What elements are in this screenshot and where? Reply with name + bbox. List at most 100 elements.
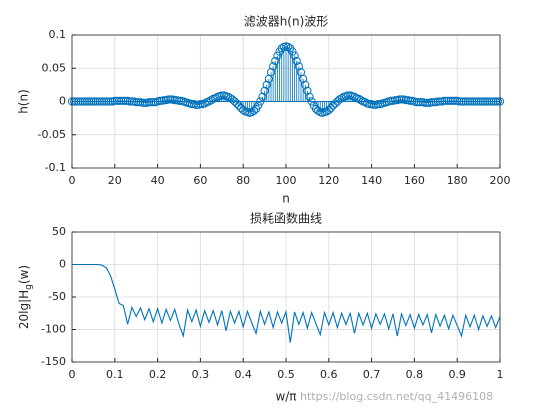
axes-box	[71, 231, 501, 363]
stem-marker	[217, 91, 226, 100]
stem-marker	[397, 95, 406, 104]
stem-marker	[125, 97, 134, 106]
y-axis-label: 20lg|Hg(w)	[17, 265, 34, 329]
axes-box	[71, 34, 501, 169]
stem-marker	[260, 86, 269, 95]
x-tick-label: 60	[193, 174, 207, 187]
stem-marker	[119, 96, 128, 105]
stem-marker	[395, 95, 404, 104]
stem-marker	[106, 97, 115, 106]
stem-marker	[290, 51, 299, 60]
stem-marker	[350, 92, 359, 101]
stem-marker	[155, 96, 164, 105]
x-tick-label: 0.3	[192, 368, 210, 381]
y-axis-label-part: (w)	[17, 265, 31, 284]
stem-marker	[170, 96, 179, 105]
stem-marker	[461, 97, 470, 106]
y-tick-label: -150	[41, 355, 66, 368]
x-tick-label: 1	[497, 368, 504, 381]
stem-marker	[288, 47, 297, 56]
y-tick-label: -50	[48, 290, 66, 303]
stem-marker	[485, 97, 494, 106]
x-tick-label: 0.5	[277, 368, 295, 381]
stem-marker	[159, 96, 169, 105]
stem-marker	[262, 80, 271, 89]
y-axis-label-part: g	[24, 284, 34, 290]
stem-marker	[299, 74, 308, 83]
stem-marker	[93, 97, 102, 106]
x-tick-label: 200	[490, 174, 511, 187]
stem-marker	[406, 96, 415, 105]
stem-marker	[444, 96, 453, 105]
stem-marker	[459, 97, 468, 106]
stem-marker	[307, 97, 316, 106]
x-tick-label: 20	[108, 174, 122, 187]
stem-marker	[292, 56, 301, 66]
y-axis-label: h(n)	[17, 89, 31, 114]
stem-marker	[147, 98, 156, 107]
stem-marker	[249, 106, 258, 115]
stem-marker	[174, 96, 184, 105]
stem-marker	[373, 100, 383, 109]
stem-marker	[401, 96, 410, 105]
stem-marker	[110, 96, 119, 105]
stem-marker	[463, 97, 472, 106]
stem-marker	[314, 106, 323, 115]
x-tick-label: 180	[447, 174, 468, 187]
stem-marker	[97, 97, 107, 106]
stem-marker	[483, 97, 492, 106]
chart-title: 滤波器h(n)波形	[244, 15, 329, 29]
stem-marker	[450, 96, 460, 105]
stem-marker	[391, 96, 400, 105]
x-axis-label: n	[282, 192, 290, 206]
x-tick-label: 0.8	[406, 368, 424, 381]
stem-marker	[127, 97, 137, 106]
stem-marker	[112, 96, 122, 105]
stem-marker	[70, 97, 79, 106]
stem-marker	[493, 97, 502, 106]
stem-marker	[91, 97, 100, 106]
chart-title: 损耗函数曲线	[250, 211, 322, 226]
stem-marker	[468, 97, 477, 106]
stem-marker	[134, 98, 143, 107]
loss-line	[72, 263, 501, 343]
x-tick-label: 0.4	[234, 368, 252, 381]
stem-marker	[95, 97, 104, 106]
stem-marker	[269, 62, 278, 71]
y-tick-label: 0	[59, 95, 66, 108]
stem-marker	[440, 96, 449, 105]
stem-marker	[442, 96, 451, 105]
stem-marker	[414, 98, 423, 107]
stem-marker	[140, 98, 149, 107]
stem-marker	[74, 97, 83, 106]
x-tick-label: 40	[151, 174, 165, 187]
stem-marker	[294, 62, 303, 71]
stem-marker	[491, 97, 500, 106]
stem-marker	[301, 80, 310, 89]
x-tick-label: 0	[69, 368, 76, 381]
stem-marker	[478, 97, 487, 106]
stem-marker	[114, 96, 124, 105]
stem-marker	[487, 97, 496, 106]
stem-marker	[480, 97, 490, 106]
stem-marker	[416, 98, 425, 107]
stem-marker	[76, 97, 85, 106]
stem-marker	[266, 68, 276, 77]
stem-marker	[256, 97, 265, 106]
stem-marker	[200, 99, 209, 108]
stem-marker	[305, 92, 314, 101]
stem-marker	[472, 97, 481, 106]
stem-marker	[121, 96, 130, 105]
stem-marker	[386, 96, 395, 105]
stem-marker	[273, 51, 282, 60]
stem-marker	[166, 95, 175, 104]
stem-marker	[489, 97, 498, 106]
stem-marker	[446, 96, 455, 105]
stem-marker	[470, 97, 479, 106]
stem-marker	[365, 100, 374, 109]
y-tick-label: -0.1	[45, 161, 66, 174]
stem-marker	[192, 100, 201, 109]
x-tick-label: 0.7	[363, 368, 381, 381]
stem-marker	[254, 101, 263, 110]
